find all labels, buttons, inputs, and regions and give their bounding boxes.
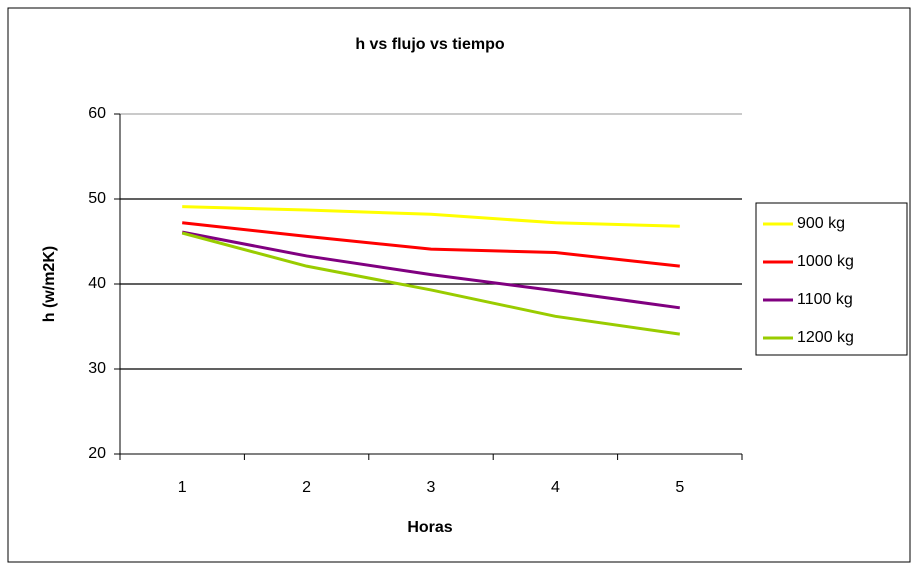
y-tick-label: 60 [88,105,106,122]
series-line [181,231,681,336]
legend-label: 1100 kg [797,291,853,308]
legend-label: 900 kg [797,215,845,232]
chart-title: h vs flujo vs tiempo [355,36,505,53]
x-tick-label: 3 [427,479,436,496]
series-line [181,230,681,310]
y-tick-label: 40 [88,275,106,292]
x-tick-label: 1 [178,479,187,496]
y-tick-label: 30 [88,360,106,377]
series-line [182,221,680,268]
x-tick-label: 2 [302,479,311,496]
x-axis-label: Horas [407,519,452,536]
legend-label: 1200 kg [797,329,854,346]
y-axis-label: h (w/m2K) [41,246,58,322]
x-tick-label: 5 [675,479,684,496]
legend-box [755,202,908,356]
legend-label: 1000 kg [797,253,854,270]
y-tick-label: 50 [88,190,106,207]
y-tick-label: 20 [88,445,106,462]
x-tick-label: 4 [551,479,560,496]
series-line [182,205,680,228]
